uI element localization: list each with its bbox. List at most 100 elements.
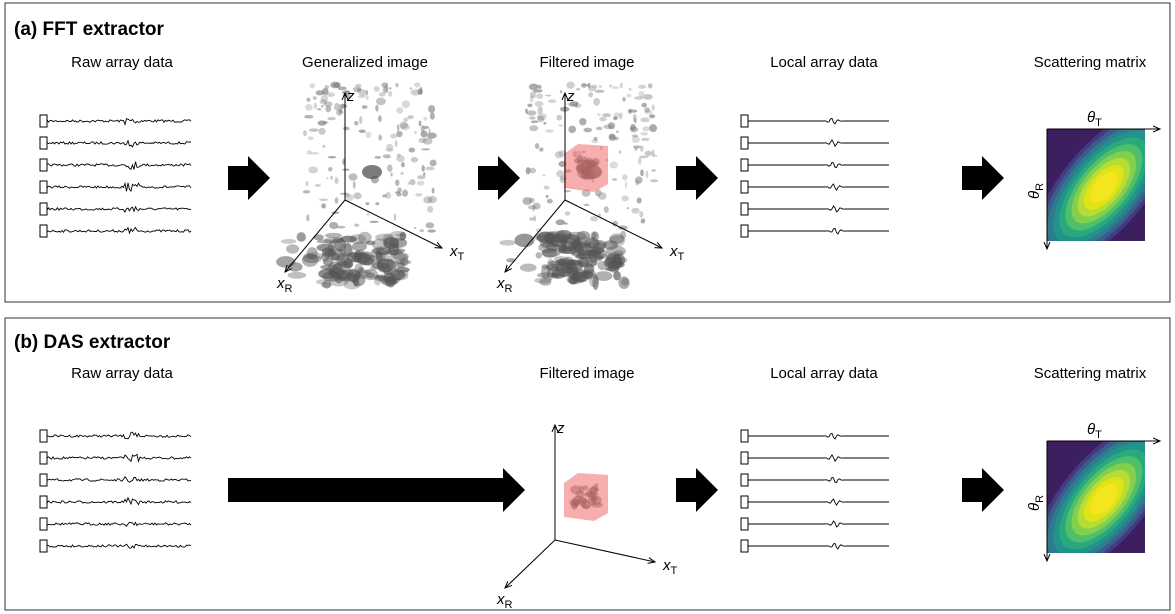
- scatter-blob: [644, 107, 650, 112]
- trace: [748, 184, 889, 190]
- panel-frame: [5, 318, 1170, 610]
- scatter-blob: [628, 109, 632, 114]
- trace: [47, 498, 191, 505]
- scatter-blob: [640, 169, 644, 176]
- scatter-blob: [388, 91, 392, 97]
- scatter-blob: [304, 115, 313, 119]
- scatter-blob: [411, 157, 418, 163]
- scatter-blob: [583, 128, 592, 133]
- scatter-blob: [637, 197, 642, 203]
- axis-subscript: R: [285, 283, 293, 295]
- trace: [748, 206, 889, 212]
- floor-blob: [542, 248, 557, 258]
- scatter-blob: [544, 186, 550, 190]
- trace: [47, 454, 191, 461]
- sensor: [40, 474, 47, 486]
- scatter-blob: [323, 145, 326, 148]
- scatter-blob: [537, 107, 542, 115]
- scatter-blob: [353, 192, 361, 199]
- axis-symbol: θ: [1087, 421, 1095, 438]
- scatter-blob: [400, 172, 403, 175]
- scatter-blob: [325, 105, 331, 112]
- scatter-blob: [428, 105, 435, 113]
- scatter-blob: [313, 96, 317, 100]
- scatter-blob: [593, 98, 600, 106]
- scatter-blob: [543, 122, 546, 125]
- floor-blob: [323, 257, 334, 265]
- flow-arrow: [228, 468, 525, 512]
- stage-label: Local array data: [770, 54, 878, 71]
- scatter-blob: [610, 162, 619, 169]
- axis-subscript: R: [505, 283, 513, 295]
- floor-blob: [580, 249, 586, 259]
- stage-label: Scattering matrix: [1034, 365, 1147, 382]
- scatter-blob: [402, 189, 408, 196]
- scatter-blob: [334, 103, 340, 111]
- scatter-blob: [305, 104, 312, 111]
- region-cube: [564, 144, 608, 192]
- scatter-blob: [619, 113, 623, 120]
- scatter-blob: [608, 122, 615, 129]
- scatter-blob: [346, 194, 354, 201]
- scatter-blob: [359, 116, 362, 124]
- floor-blob: [605, 267, 619, 271]
- sensor: [741, 115, 748, 127]
- floor-blob: [550, 233, 568, 247]
- scatter-blob: [591, 139, 598, 143]
- sensor: [40, 181, 47, 193]
- scatter-blob: [407, 115, 413, 119]
- scatter-blob: [555, 151, 563, 158]
- axis-subscript: R: [505, 599, 513, 611]
- floor-blob: [286, 244, 299, 253]
- sensor: [741, 203, 748, 215]
- scatter-blob: [421, 165, 425, 172]
- scatter-blob: [590, 216, 598, 221]
- floor-blob: [393, 252, 409, 260]
- trace: [47, 477, 191, 482]
- scatter-blob: [626, 94, 631, 98]
- scatter-blob: [528, 205, 537, 209]
- scatter-blob: [627, 207, 629, 209]
- scatter-blob: [547, 199, 553, 204]
- floor-blob: [398, 269, 408, 277]
- axis-label: xR: [496, 275, 513, 295]
- scatter-blob: [329, 222, 338, 229]
- scatter-blob: [427, 206, 433, 213]
- scatter-blob: [597, 114, 601, 116]
- floor-blob: [537, 272, 556, 278]
- stage-label: Filtered image: [539, 365, 634, 382]
- floor-blob: [389, 231, 406, 241]
- scatter-blob: [652, 149, 655, 156]
- scatter-blob: [417, 181, 425, 186]
- scatter-blob: [394, 214, 396, 221]
- scatter-blob: [303, 130, 307, 136]
- scatter-blob: [651, 169, 656, 171]
- scatter-blob: [646, 170, 649, 178]
- trace: [47, 432, 191, 439]
- scatter-blob: [414, 227, 417, 229]
- floor-blob: [346, 262, 353, 268]
- scatter-blob: [639, 211, 643, 218]
- scatter-blob: [598, 192, 607, 200]
- axis-subscript: T: [678, 251, 685, 263]
- scatter-blob: [419, 120, 422, 126]
- scatter-blob: [401, 162, 405, 167]
- scatter-blob: [395, 140, 398, 147]
- scatter-blob: [358, 96, 366, 98]
- scatter-blob: [306, 98, 310, 102]
- scatter-blob: [599, 117, 607, 121]
- scatter-blob: [546, 195, 549, 198]
- flow-arrow: [962, 156, 1004, 200]
- scatter-blob: [634, 96, 643, 100]
- scatter-blob: [378, 115, 382, 122]
- axis-label: θR: [1026, 495, 1046, 511]
- scatter-blob: [555, 219, 565, 225]
- scatter-blob: [387, 164, 393, 172]
- scatter-blob: [386, 144, 393, 151]
- scatter-blob: [409, 179, 415, 185]
- scatter-blob: [321, 95, 328, 102]
- scatter-blob: [529, 125, 538, 131]
- sensor: [741, 430, 748, 442]
- floor-blob: [288, 262, 303, 271]
- scatter-blob: [342, 169, 350, 171]
